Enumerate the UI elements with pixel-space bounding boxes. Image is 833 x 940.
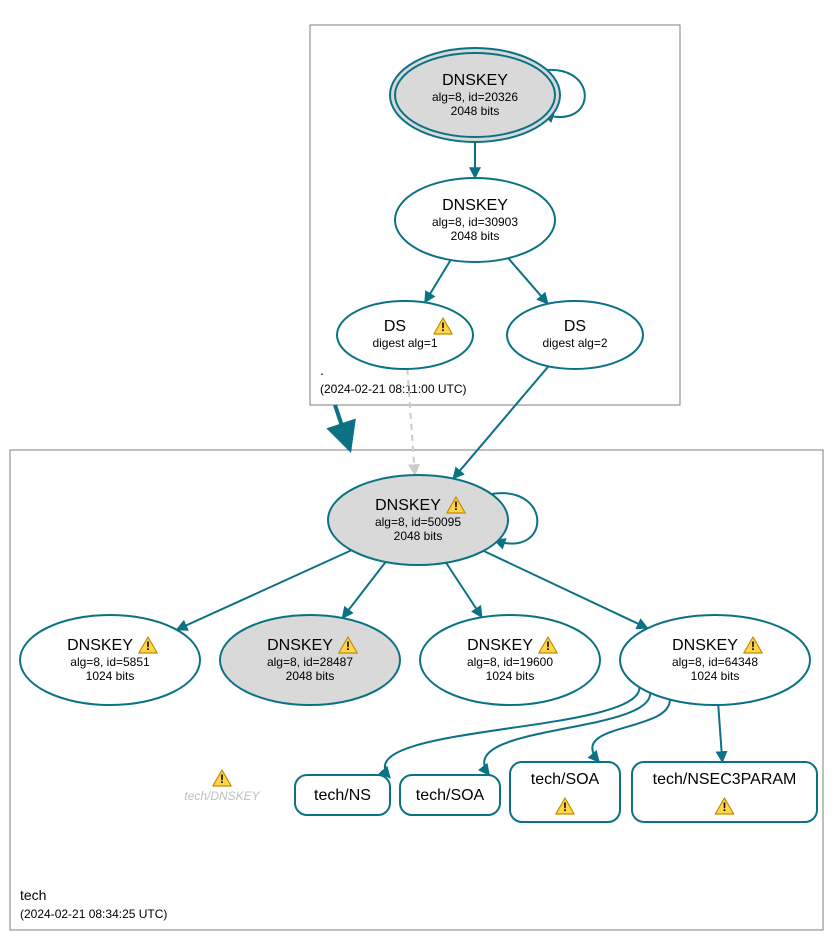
node-title: DNSKEY — [67, 637, 133, 654]
node-ds1: DS! digest alg=1 — [337, 301, 473, 369]
node-line2: alg=8, id=64348 — [672, 655, 758, 669]
svg-text:!: ! — [723, 800, 727, 814]
svg-text:!: ! — [454, 499, 458, 513]
node-line3: 2048 bits — [451, 104, 500, 118]
edge-zsk_to_ds1 — [425, 260, 451, 302]
node-root_ksk: DNSKEYalg=8, id=203262048 bits — [390, 48, 560, 142]
node-line3: 1024 bits — [691, 669, 740, 683]
node-title: tech/SOA — [531, 771, 600, 788]
svg-text:!: ! — [220, 772, 224, 786]
node-line2: alg=8, id=50095 — [375, 515, 461, 529]
node-line2: alg=8, id=5851 — [70, 655, 150, 669]
node-title: DNSKEY — [442, 72, 508, 89]
svg-text:!: ! — [346, 639, 350, 653]
node-line3: 2048 bits — [451, 229, 500, 243]
node-line2: alg=8, id=20326 — [432, 90, 518, 104]
node-title: tech/SOA — [416, 787, 485, 804]
node-title: DNSKEY — [375, 497, 441, 514]
node-title: DNSKEY — [267, 637, 333, 654]
dnssec-graph: . (2024-02-21 08:11:00 UTC) tech (2024-02-2… — [0, 0, 833, 940]
node-line2: digest alg=1 — [372, 336, 437, 350]
node-tech_k_28487: DNSKEY! alg=8, id=284872048 bits — [220, 615, 400, 705]
node-title: DNSKEY — [467, 637, 533, 654]
zone-timestamp: (2024-02-21 08:34:25 UTC) — [20, 907, 167, 921]
node-line3: 1024 bits — [86, 669, 135, 683]
edge-k64348_to_nsec3 — [718, 705, 722, 762]
node-title: DS — [564, 318, 586, 335]
node-line3: 1024 bits — [486, 669, 535, 683]
node-title: DNSKEY — [442, 197, 508, 214]
edge-k64348_to_soa2 — [592, 700, 670, 762]
node-tech_ns: tech/NS — [295, 775, 390, 815]
node-line3: 2048 bits — [286, 669, 335, 683]
node-tech_k_19600: DNSKEY! alg=8, id=196001024 bits — [420, 615, 600, 705]
zone-label: tech — [20, 887, 46, 903]
edge-zone_link — [335, 405, 350, 450]
edge-techksk_to_28487 — [342, 562, 385, 618]
edge-zsk_to_ds2 — [508, 258, 548, 304]
node-line2: alg=8, id=19600 — [467, 655, 553, 669]
node-title: DNSKEY — [672, 637, 738, 654]
node-root_zsk: DNSKEYalg=8, id=309032048 bits — [395, 178, 555, 262]
node-tech_soa2: tech/SOA! — [510, 762, 620, 822]
node-tech_soa: tech/SOA — [400, 775, 500, 815]
node-tech_ksk: DNSKEY! alg=8, id=500952048 bits — [328, 475, 508, 565]
node-tech_k_64348: DNSKEY! alg=8, id=643481024 bits — [620, 615, 810, 705]
zone-timestamp: (2024-02-21 08:11:00 UTC) — [320, 382, 467, 396]
node-line3: 2048 bits — [394, 529, 443, 543]
node-line2: digest alg=2 — [542, 336, 607, 350]
svg-text:!: ! — [751, 639, 755, 653]
ghost-dnskey-label: tech/DNSKEY — [184, 789, 260, 803]
node-title: tech/NS — [314, 787, 371, 804]
edge-techksk_to_19600 — [446, 563, 482, 617]
node-line2: alg=8, id=28487 — [267, 655, 353, 669]
svg-text:!: ! — [441, 320, 445, 334]
warning-icon: ! — [213, 770, 231, 786]
node-tech_nsec3: tech/NSEC3PARAM! — [632, 762, 817, 822]
node-tech_k_5851: DNSKEY! alg=8, id=58511024 bits — [20, 615, 200, 705]
node-ds2: DSdigest alg=2 — [507, 301, 643, 369]
zone-label: . — [320, 362, 324, 378]
svg-text:!: ! — [563, 800, 567, 814]
svg-text:!: ! — [546, 639, 550, 653]
node-line2: alg=8, id=30903 — [432, 215, 518, 229]
edge-ds2_to_techksk — [453, 366, 548, 478]
nodes: DNSKEYalg=8, id=203262048 bitsDNSKEYalg=… — [20, 48, 817, 822]
node-title: DS — [384, 318, 406, 335]
node-title: tech/NSEC3PARAM — [653, 771, 797, 788]
svg-text:!: ! — [146, 639, 150, 653]
